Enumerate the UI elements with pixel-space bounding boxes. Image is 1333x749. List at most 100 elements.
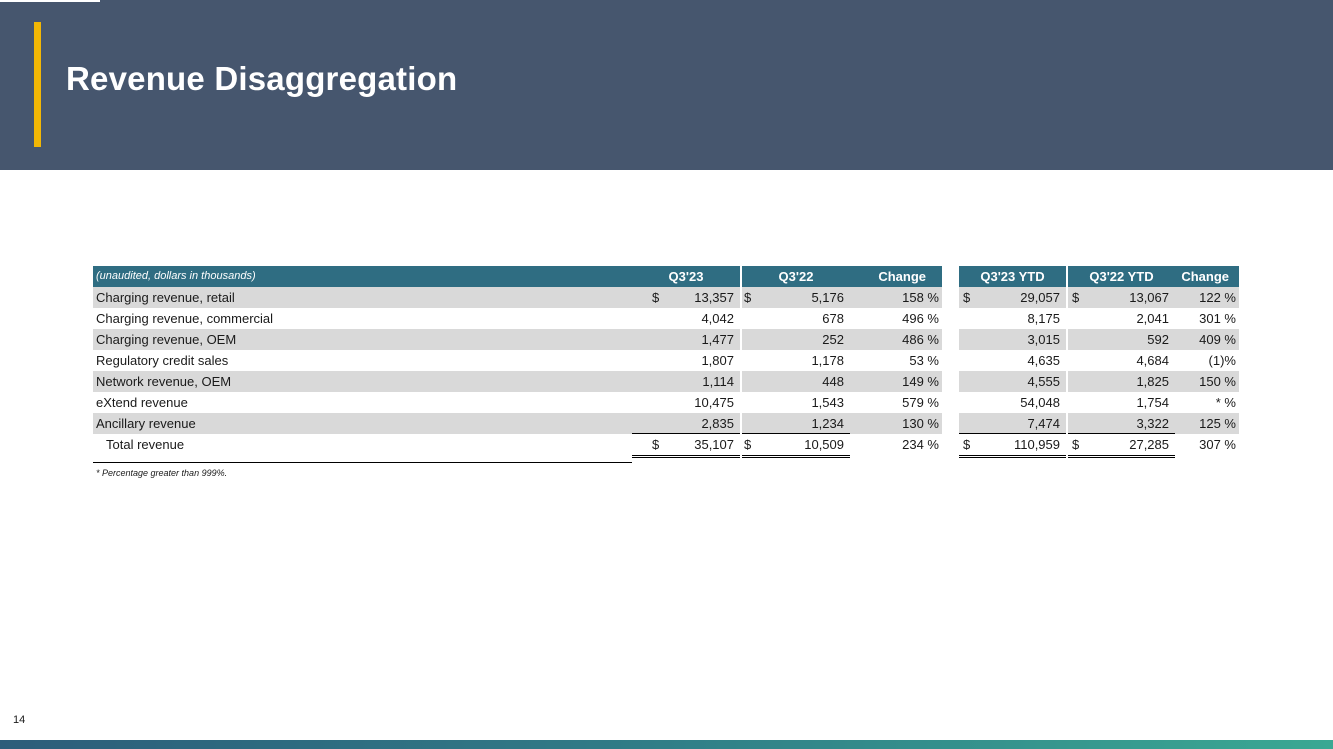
col-header-q3-23: Q3'23: [632, 266, 740, 287]
value: 448: [822, 374, 844, 389]
col-header-q3-23-ytd: Q3'23 YTD: [959, 266, 1066, 287]
cell-change: 130 %: [850, 413, 942, 434]
cell-change: 486 %: [850, 329, 942, 350]
cell-total-q3-23: $35,107: [632, 433, 740, 458]
col-header-ytd-change: Change: [1175, 266, 1239, 287]
cell-total-q3-22-ytd: $27,285: [1068, 433, 1175, 458]
cell-q3-23-ytd: 3,015: [959, 329, 1066, 350]
value: 1,178: [811, 353, 844, 368]
value: 1,807: [701, 353, 734, 368]
footer-gradient-bar: [0, 740, 1333, 749]
value: 409 %: [1199, 332, 1236, 347]
value: 4,635: [1027, 353, 1060, 368]
cell-q3-22-ytd: $13,067: [1068, 287, 1175, 308]
footnote: * Percentage greater than 999%.: [96, 468, 228, 478]
row-label: Regulatory credit sales: [96, 353, 229, 368]
row-label: Ancillary revenue: [93, 413, 632, 434]
cell-q3-23-ytd: 7,474: [959, 413, 1066, 434]
value: 54,048: [1020, 395, 1060, 410]
value: 1,114: [702, 374, 734, 389]
value: 149 %: [902, 374, 939, 389]
row-label: Charging revenue, OEM: [93, 329, 632, 350]
value: 10,475: [694, 395, 734, 410]
table-header-row: (unaudited, dollars in thousands) Q3'23 …: [93, 266, 1239, 287]
cell-q3-23: 4,042: [632, 308, 740, 329]
cell-q3-23: 1,477: [632, 329, 740, 350]
value: 7,474: [1027, 416, 1060, 431]
value: 27,285: [1129, 437, 1169, 452]
value: (1)%: [1208, 353, 1236, 368]
cell-total-ytd-change: 307 %: [1175, 434, 1239, 455]
cell-ytd-change: (1)%: [1175, 350, 1239, 371]
table-row: Ancillary revenue 2,835 1,234 130 % 7,47…: [93, 413, 1239, 434]
value: 301 %: [1199, 311, 1236, 326]
value: 234 %: [902, 437, 939, 452]
cell-q3-23-ytd: $29,057: [959, 287, 1066, 308]
value: 1,754: [1136, 395, 1169, 410]
cell-q3-23: 10,475: [632, 392, 740, 413]
value: 35,107: [694, 437, 734, 452]
value: 5,176: [811, 290, 844, 305]
table-row: Regulatory credit sales 1,807 1,178 53 %…: [93, 350, 1239, 371]
cell-q3-23: $13,357: [632, 287, 740, 308]
dollar-sign: $: [744, 437, 752, 452]
value: 13,067: [1129, 290, 1169, 305]
value: 130 %: [902, 416, 939, 431]
cell-total-change: 234 %: [850, 434, 942, 455]
cell-q3-22-ytd: 3,322: [1068, 413, 1175, 434]
dollar-sign: $: [652, 437, 660, 452]
value: 678: [822, 311, 844, 326]
value: 150 %: [1199, 374, 1236, 389]
cell-q3-22-ytd: 2,041: [1068, 308, 1175, 329]
table-row: Charging revenue, retail $13,357 $5,176 …: [93, 287, 1239, 308]
table-row: Network revenue, OEM 1,114 448 149 % 4,5…: [93, 371, 1239, 392]
table-bottom-rule: [93, 462, 632, 463]
value: 1,477: [701, 332, 734, 347]
row-label: Network revenue, OEM: [93, 371, 632, 392]
dollar-sign: $: [963, 437, 971, 452]
value: 4,684: [1136, 353, 1169, 368]
value: 122 %: [1199, 290, 1236, 305]
cell-q3-23: 1,114: [632, 371, 740, 392]
cell-q3-23-ytd: 8,175: [959, 308, 1066, 329]
cell-change: 149 %: [850, 371, 942, 392]
cell-q3-22: 1,543: [742, 392, 850, 413]
cell-q3-22: $5,176: [742, 287, 850, 308]
title-accent-bar: [34, 22, 41, 147]
row-label: eXtend revenue: [96, 395, 188, 410]
cell-q3-22-ytd: 592: [1068, 329, 1175, 350]
row-label: Charging revenue, commercial: [96, 311, 274, 326]
value: 2,835: [701, 416, 734, 431]
cell-q3-22: 252: [742, 329, 850, 350]
cell-q3-22: 1,178: [742, 350, 850, 371]
cell-ytd-change: * %: [1175, 392, 1239, 413]
header-top-line: [0, 0, 100, 2]
value: 4,555: [1027, 374, 1060, 389]
cell-q3-22: 1,234: [742, 413, 850, 434]
value: 8,175: [1027, 311, 1060, 326]
cell-ytd-change: 122 %: [1175, 287, 1239, 308]
cell-q3-23-ytd: 54,048: [959, 392, 1066, 413]
cell-q3-22-ytd: 4,684: [1068, 350, 1175, 371]
value: 579 %: [902, 395, 939, 410]
cell-q3-22-ytd: 1,825: [1068, 371, 1175, 392]
cell-total-q3-23-ytd: $110,959: [959, 433, 1066, 458]
value: 13,357: [694, 290, 734, 305]
dollar-sign: $: [963, 290, 971, 305]
slide-header: Revenue Disaggregation: [0, 0, 1333, 170]
value: 1,234: [811, 416, 844, 431]
cell-q3-23: 1,807: [632, 350, 740, 371]
value: 53 %: [909, 353, 939, 368]
value: 3,015: [1027, 332, 1060, 347]
value: 125 %: [1199, 416, 1236, 431]
total-row: Total revenue $35,107 $10,509 234 % $110…: [93, 433, 1239, 458]
table-row: eXtend revenue 10,475 1,543 579 % 54,048…: [93, 392, 1239, 413]
cell-change: 496 %: [850, 308, 942, 329]
value: 252: [822, 332, 844, 347]
cell-ytd-change: 409 %: [1175, 329, 1239, 350]
table-row: Charging revenue, OEM 1,477 252 486 % 3,…: [93, 329, 1239, 350]
col-header-change: Change: [850, 266, 942, 287]
value: 486 %: [902, 332, 939, 347]
cell-ytd-change: 150 %: [1175, 371, 1239, 392]
value: 496 %: [902, 311, 939, 326]
